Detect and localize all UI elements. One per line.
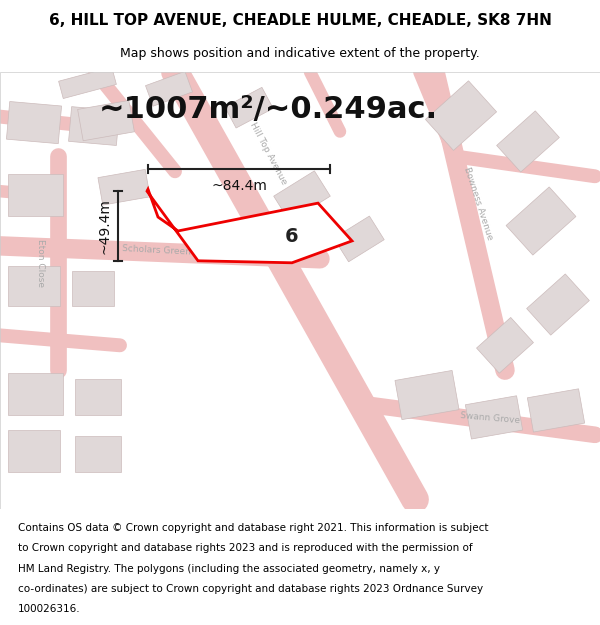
Text: ~84.4m: ~84.4m [211, 179, 267, 193]
Text: Scholars Green Avenue: Scholars Green Avenue [122, 244, 228, 258]
Polygon shape [59, 67, 116, 99]
Text: ~49.4m: ~49.4m [97, 198, 111, 254]
Text: Bowness Avenue: Bowness Avenue [462, 166, 494, 241]
Text: 6: 6 [285, 228, 299, 246]
Text: 6, HILL TOP AVENUE, CHEADLE HULME, CHEADLE, SK8 7HN: 6, HILL TOP AVENUE, CHEADLE HULME, CHEAD… [49, 12, 551, 28]
Text: to Crown copyright and database rights 2023 and is reproduced with the permissio: to Crown copyright and database rights 2… [18, 544, 473, 554]
Text: HM Land Registry. The polygons (including the associated geometry, namely x, y: HM Land Registry. The polygons (includin… [18, 564, 440, 574]
Polygon shape [77, 101, 134, 141]
Polygon shape [425, 81, 497, 151]
Polygon shape [98, 169, 150, 205]
Polygon shape [466, 396, 523, 439]
Polygon shape [527, 389, 584, 432]
Text: Eton Close: Eton Close [35, 239, 44, 287]
Polygon shape [147, 189, 352, 262]
Text: Map shows position and indicative extent of the property.: Map shows position and indicative extent… [120, 48, 480, 61]
Polygon shape [8, 373, 63, 415]
Text: ~1007m²/~0.249ac.: ~1007m²/~0.249ac. [98, 95, 437, 124]
Polygon shape [7, 101, 62, 144]
Polygon shape [8, 266, 60, 306]
Polygon shape [395, 371, 459, 419]
Polygon shape [75, 436, 121, 472]
Polygon shape [506, 187, 576, 255]
Polygon shape [75, 379, 121, 415]
Polygon shape [274, 171, 331, 221]
Text: Hill Top Avenue: Hill Top Avenue [248, 121, 288, 186]
Polygon shape [334, 216, 384, 262]
Polygon shape [527, 274, 589, 335]
Text: 100026316.: 100026316. [18, 604, 80, 614]
Polygon shape [68, 107, 119, 146]
Polygon shape [146, 71, 193, 106]
Polygon shape [476, 318, 533, 373]
Text: co-ordinates) are subject to Crown copyright and database rights 2023 Ordnance S: co-ordinates) are subject to Crown copyr… [18, 584, 483, 594]
Polygon shape [497, 111, 559, 172]
Text: Swann Grove: Swann Grove [460, 411, 520, 425]
Polygon shape [8, 174, 63, 216]
Polygon shape [225, 88, 273, 128]
Polygon shape [8, 430, 60, 472]
Polygon shape [72, 271, 114, 306]
Text: Contains OS data © Crown copyright and database right 2021. This information is : Contains OS data © Crown copyright and d… [18, 523, 488, 533]
